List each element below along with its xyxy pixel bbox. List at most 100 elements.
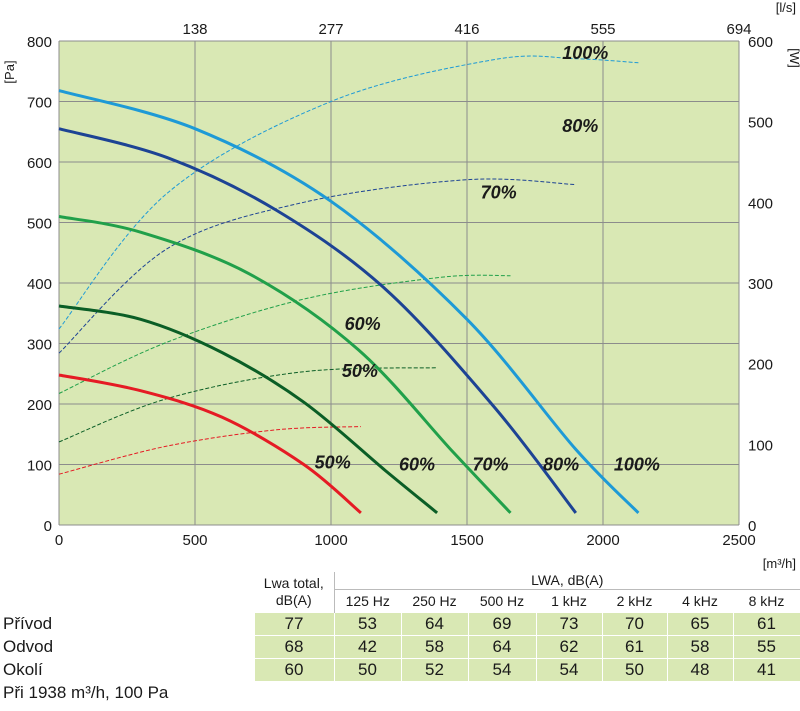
row-label: Okolí xyxy=(3,660,43,679)
y-left-tick-label: 800 xyxy=(27,34,52,51)
y-right-tick-label: 200 xyxy=(748,357,773,374)
y-left-tick-label: 400 xyxy=(27,276,52,293)
y-right-unit: [W] xyxy=(787,48,800,68)
band-value: 54 xyxy=(535,658,603,682)
row-label: Přívod xyxy=(3,614,53,633)
power-curve-60pct xyxy=(58,367,438,443)
fan-performance-chart: 0 100 200 300 400 500 600 700 800 0 100 200 300 400 50… xyxy=(2,0,800,571)
band-value: 69 xyxy=(467,612,537,636)
band-header: 4 kHz xyxy=(667,589,733,613)
band-header: 125 Hz xyxy=(333,589,401,613)
table-row: Odvod 68 42 58 64 62 61 58 55 xyxy=(0,635,800,659)
pressure-curve-60pct xyxy=(58,304,439,515)
band-value: 48 xyxy=(666,658,734,682)
total-value: 77 xyxy=(253,612,335,636)
curve-label: 80% xyxy=(543,455,579,475)
curve-label: 100% xyxy=(614,455,660,475)
header-lwa: LWA, dB(A) xyxy=(333,572,800,590)
x-bottom-unit: [m³/h] xyxy=(763,556,796,571)
band-value: 52 xyxy=(400,658,469,682)
pressure-curves xyxy=(58,89,640,515)
y-right-tick-label: 600 xyxy=(748,34,773,51)
curve-label: 70% xyxy=(481,182,517,202)
band-value: 61 xyxy=(732,612,800,636)
y-left-tick-label: 200 xyxy=(27,397,52,414)
header-total-line1: Lwa total, xyxy=(263,575,324,591)
curve-label: 70% xyxy=(472,455,508,475)
x-bottom-tick-label: 1500 xyxy=(450,532,483,549)
x-top-tick-label: 694 xyxy=(726,21,751,38)
band-header: 250 Hz xyxy=(401,589,468,613)
y-left-tick-label: 100 xyxy=(27,458,52,475)
total-value: 68 xyxy=(253,635,335,659)
x-top-unit: [l/s] xyxy=(776,0,796,15)
grid xyxy=(58,40,740,526)
x-top-tick-label: 416 xyxy=(454,21,479,38)
x-bottom-tick-label: 2000 xyxy=(586,532,619,549)
curve-label: 60% xyxy=(399,455,435,475)
band-value: 62 xyxy=(535,635,603,659)
y-left-tick-label: 700 xyxy=(27,95,52,112)
curve-label: 50% xyxy=(342,361,378,381)
row-label: Odvod xyxy=(3,637,54,656)
band-value: 61 xyxy=(601,635,668,659)
band-value: 64 xyxy=(400,612,469,636)
curve-label: 80% xyxy=(562,116,598,136)
table-footnote-row: Při 1938 m³/h, 100 Pa xyxy=(0,682,800,705)
band-value: 50 xyxy=(333,658,402,682)
power-curve-70pct xyxy=(58,274,511,394)
y-left-tick-label: 500 xyxy=(27,216,52,233)
band-value: 73 xyxy=(535,612,603,636)
y-left-tick-label: 0 xyxy=(44,518,52,535)
pressure-curve-80pct xyxy=(58,127,577,514)
band-value: 55 xyxy=(732,635,800,659)
band-value: 42 xyxy=(333,635,402,659)
y-right-tick-label: 400 xyxy=(748,195,773,212)
x-top-tick-label: 138 xyxy=(182,21,207,38)
band-value: 58 xyxy=(400,635,469,659)
power-curve-50pct xyxy=(58,426,361,475)
y-left-tick-label: 300 xyxy=(27,337,52,354)
band-header: 500 Hz xyxy=(468,589,536,613)
x-top-tick-label: 277 xyxy=(318,21,343,38)
y-left-tick-label: 600 xyxy=(27,155,52,172)
sound-power-table: Lwa total, dB(A) LWA, dB(A) 125 Hz 250 H… xyxy=(0,572,800,704)
y-right-tick-label: 0 xyxy=(748,518,756,535)
pressure-curve-70pct xyxy=(58,215,512,514)
band-value: 65 xyxy=(666,612,734,636)
curve-label: 50% xyxy=(315,453,351,473)
x-bottom-tick-label: 0 xyxy=(55,532,63,549)
table-row: Okolí 60 50 52 54 54 50 48 41 xyxy=(0,658,800,682)
total-value: 60 xyxy=(253,658,335,682)
operating-point-note: Při 1938 m³/h, 100 Pa xyxy=(3,683,169,702)
table-row: Přívod 77 53 64 69 73 70 65 61 xyxy=(0,612,800,636)
y-right-tick-label: 300 xyxy=(748,276,773,293)
power-curves xyxy=(58,55,639,475)
y-left-unit: [Pa] xyxy=(2,60,17,83)
band-value: 58 xyxy=(666,635,734,659)
header-total: Lwa total, dB(A) xyxy=(254,572,334,613)
power-curve-100pct xyxy=(58,55,639,330)
band-value: 50 xyxy=(601,658,668,682)
power-curve-80pct xyxy=(58,178,576,354)
band-header: 1 kHz xyxy=(536,589,602,613)
band-value: 54 xyxy=(467,658,537,682)
x-top-tick-label: 555 xyxy=(590,21,615,38)
x-bottom-tick-label: 2500 xyxy=(722,532,755,549)
curve-label: 100% xyxy=(562,43,608,63)
x-bottom-tick-label: 1000 xyxy=(314,532,347,549)
axes: 0 100 200 300 400 500 600 700 800 0 100 200 300 400 50… xyxy=(2,0,800,571)
y-right-tick-label: 100 xyxy=(748,437,773,454)
pressure-curve-100pct xyxy=(58,89,640,514)
band-header: 2 kHz xyxy=(602,589,667,613)
pressure-curve-50pct xyxy=(58,373,362,515)
band-header: 8 kHz xyxy=(733,589,800,613)
band-value: 41 xyxy=(732,658,800,682)
band-value: 64 xyxy=(467,635,537,659)
y-right-tick-label: 500 xyxy=(748,115,773,132)
curve-label: 60% xyxy=(345,314,381,334)
band-value: 70 xyxy=(601,612,668,636)
curve-labels: 100% 80% 70% 60% 50% 50% 60% 70% 80% 100% xyxy=(315,43,660,474)
header-total-line2: dB(A) xyxy=(275,592,312,608)
band-value: 53 xyxy=(333,612,402,636)
